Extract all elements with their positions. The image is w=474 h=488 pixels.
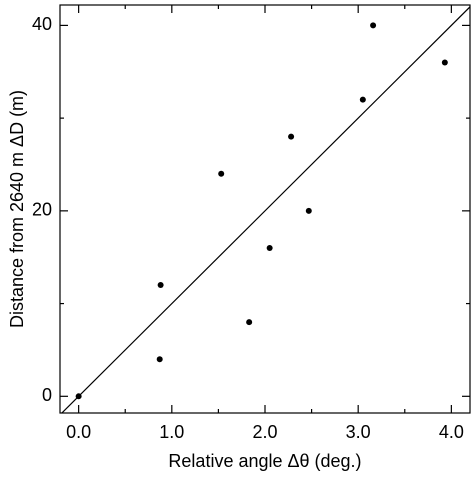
- x-tick-label: 3.0: [346, 422, 371, 442]
- y-tick-label: 0: [42, 385, 52, 405]
- data-point: [246, 319, 253, 326]
- data-point: [266, 244, 273, 251]
- data-point: [157, 282, 164, 289]
- x-tick-label: 0.0: [66, 422, 91, 442]
- y-tick-label: 40: [32, 14, 52, 34]
- data-point: [75, 393, 82, 400]
- data-point: [305, 207, 312, 214]
- data-point: [288, 133, 295, 140]
- x-tick-label: 4.0: [439, 422, 464, 442]
- x-tick-label: 2.0: [252, 422, 277, 442]
- data-point: [441, 59, 448, 66]
- data-point: [218, 170, 225, 177]
- data-point: [156, 356, 163, 363]
- data-point: [370, 22, 377, 29]
- y-tick-label: 20: [32, 200, 52, 220]
- y-axis-title: Distance from 2640 m ΔD (m): [7, 90, 27, 328]
- data-point: [359, 96, 366, 103]
- x-tick-label: 1.0: [159, 422, 184, 442]
- fit-line: [61, 6, 470, 413]
- x-axis-title: Relative angle Δθ (deg.): [168, 451, 361, 471]
- plot-frame: [59, 4, 471, 414]
